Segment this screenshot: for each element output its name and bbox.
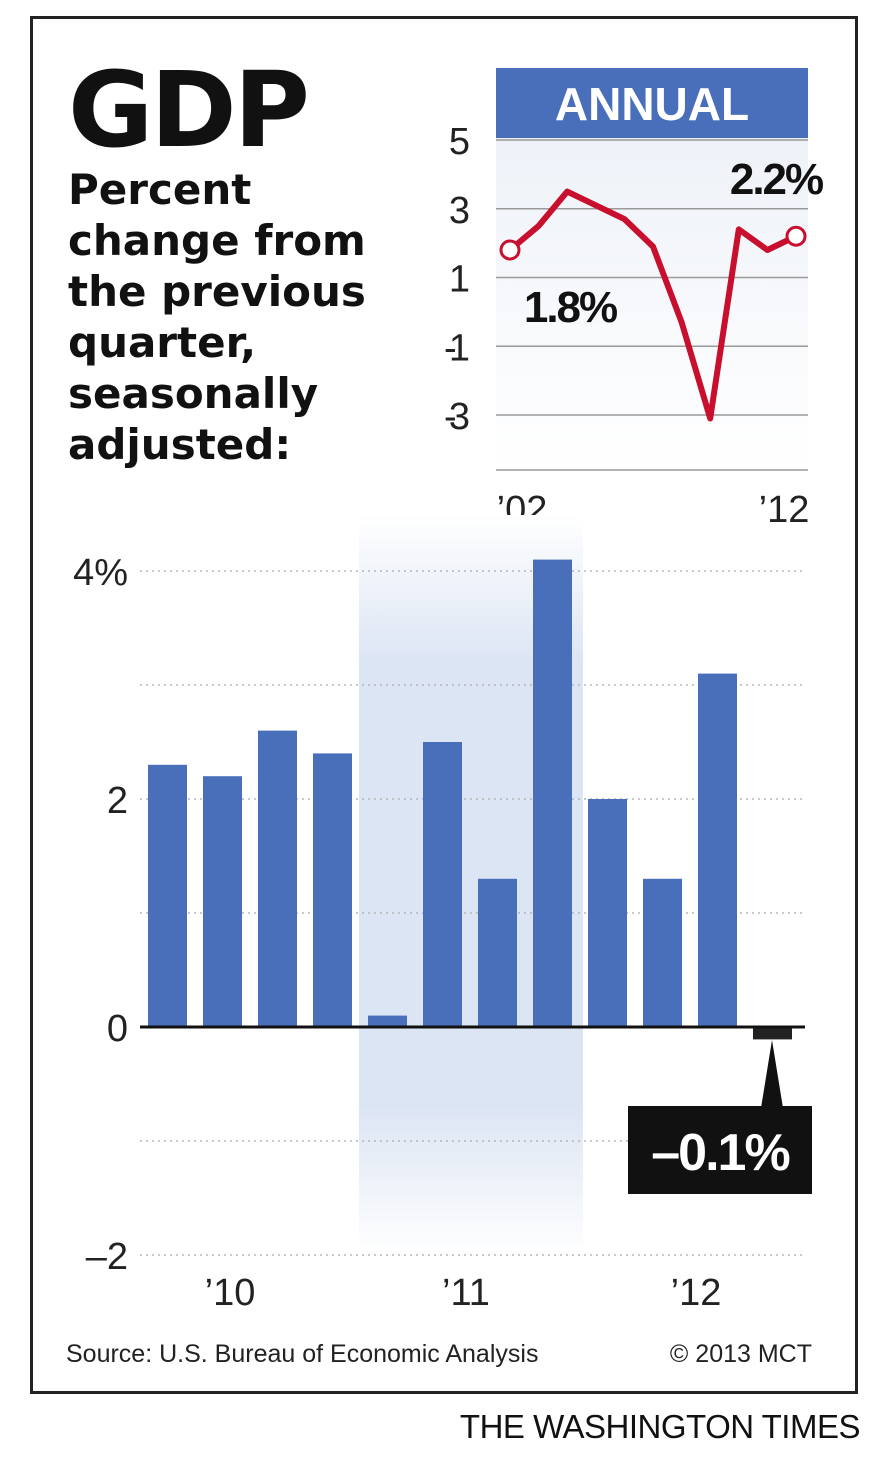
- quarterly-bar: [698, 673, 737, 1027]
- quarterly-x-tick-label: ’12: [671, 1272, 722, 1314]
- chart-title: GDP: [68, 49, 310, 171]
- source-note: Source: U.S. Bureau of Economic Analysis: [66, 1340, 539, 1368]
- annual-y-tick-label: -1: [444, 327, 470, 369]
- quarterly-bar: [368, 1015, 407, 1027]
- quarterly-x-tick-label: ’10: [205, 1272, 256, 1314]
- quarterly-bar: [643, 878, 682, 1027]
- annual-header-bar: [496, 68, 808, 138]
- quarterly-bar: [423, 742, 462, 1027]
- annual-y-tick-label: -3: [444, 396, 470, 438]
- quarterly-y-tick-label: –2: [86, 1236, 128, 1278]
- quarterly-chart: 4% 2 0 –2 ’10 ’11 ’12 –0.1%: [73, 515, 812, 1314]
- quarterly-bar: [753, 1027, 792, 1040]
- quarterly-bar: [258, 730, 297, 1027]
- quarterly-y-tick-label: 4%: [73, 552, 128, 594]
- annual-y-tick-label: 3: [449, 190, 470, 232]
- quarterly-y-tick-label: 0: [107, 1008, 128, 1050]
- quarterly-bar: [148, 764, 187, 1027]
- quarterly-bar: [203, 776, 242, 1027]
- quarterly-x-tick-label: ’11: [442, 1272, 490, 1314]
- annual-point-marker: [785, 225, 807, 247]
- copyright-note: © 2013 MCT: [669, 1340, 812, 1368]
- quarterly-y-tick-label: 2: [107, 780, 128, 822]
- quarterly-bar: [478, 878, 517, 1027]
- annual-y-tick-label: 5: [449, 121, 470, 163]
- annual-x-tick-label: ’12: [759, 489, 810, 531]
- callout-label: –0.1%: [651, 1124, 789, 1182]
- quarterly-bar: [588, 799, 627, 1027]
- annual-annotation-end: 2.2%: [730, 155, 823, 204]
- quarterly-bar: [313, 753, 352, 1027]
- publisher-credit: THE WASHINGTON TIMES: [459, 1408, 861, 1445]
- annual-y-tick-label: 1: [449, 259, 470, 301]
- callout-box: [628, 1106, 812, 1194]
- annual-series-line: [507, 188, 799, 422]
- chart-subtitle: Percent change from the previous quarter…: [68, 165, 366, 469]
- quarterly-bar: [533, 559, 572, 1027]
- annual-point-marker: [499, 239, 521, 261]
- annual-annotation-start: 1.8%: [524, 283, 617, 332]
- annual-header-label: ANNUAL: [555, 78, 749, 130]
- callout-pointer: [761, 1040, 783, 1108]
